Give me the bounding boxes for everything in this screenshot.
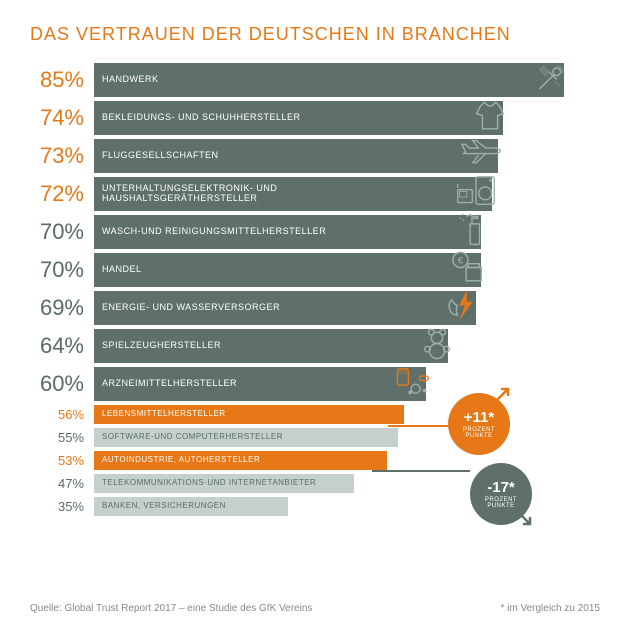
bar: BANKEN, VERSICHERUNGEN (94, 497, 288, 516)
chart-row: 55%SOFTWARE-UND COMPUTERHERSTELLER (30, 428, 600, 447)
chart-row: 74%BEKLEIDUNGS- UND SCHUHHERSTELLER (30, 101, 600, 135)
percentage-label: 53% (30, 453, 94, 468)
bar-label: HANDWERK (94, 75, 159, 85)
bar: ENERGIE- UND WASSERVERSORGER (94, 291, 476, 325)
bar: AUTOINDUSTRIE, AUTOHERSTELLER (94, 451, 387, 470)
percentage-label: 56% (30, 407, 94, 422)
bar: UNTERHALTUNGSELEKTRONIK- UND HAUSHALTSGE… (94, 177, 492, 211)
percentage-label: 60% (30, 371, 94, 397)
chart-title: DAS VERTRAUEN DER DEUTSCHEN IN BRANCHEN (30, 24, 600, 45)
bar-label: HANDEL (94, 265, 142, 275)
plane-icon (460, 135, 504, 178)
chart-row: 73%FLUGGESELLSCHAFTEN (30, 139, 600, 173)
bar-label: UNTERHALTUNGSELEKTRONIK- UND HAUSHALTSGE… (94, 184, 277, 204)
percentage-label: 47% (30, 476, 94, 491)
percentage-label: 73% (30, 143, 94, 169)
change-badge: +11* PROZENT PUNKTE (448, 393, 510, 455)
chart-row: 72%UNTERHALTUNGSELEKTRONIK- UND HAUSHALT… (30, 177, 600, 211)
toy-icon (420, 325, 454, 368)
percentage-label: 74% (30, 105, 94, 131)
appliance-icon (454, 173, 498, 216)
percentage-label: 64% (30, 333, 94, 359)
chart-row: 56%LEBENSMITTELHERSTELLER (30, 405, 600, 424)
connector-line (388, 425, 448, 427)
percentage-label: 35% (30, 499, 94, 514)
footnote-text: * im Vergleich zu 2015 (500, 603, 600, 614)
percentage-label: 70% (30, 219, 94, 245)
percentage-label: 70% (30, 257, 94, 283)
bar-label: AUTOINDUSTRIE, AUTOHERSTELLER (94, 456, 260, 465)
badge-unit: PROZENT PUNKTE (485, 497, 517, 509)
bar: TELEKOMMUNIKATIONS-UND INTERNETANBIETER (94, 474, 354, 493)
arrow-up-icon (494, 385, 512, 408)
bar: BEKLEIDUNGS- UND SCHUHHERSTELLER (94, 101, 503, 135)
tools-icon (532, 59, 570, 102)
chart-row: 64%SPIELZEUGHERSTELLER (30, 329, 600, 363)
footer: Quelle: Global Trust Report 2017 – eine … (30, 603, 600, 614)
percentage-label: 69% (30, 295, 94, 321)
arrow-down-icon (516, 510, 534, 533)
percentage-label: 72% (30, 181, 94, 207)
change-badge: -17* PROZENT PUNKTE (470, 463, 532, 525)
bar-label: SOFTWARE-UND COMPUTERHERSTELLER (94, 433, 283, 442)
bar-label: SPIELZEUGHERSTELLER (94, 341, 221, 351)
badge-value: -17* (487, 480, 515, 495)
euro-icon: € (449, 249, 487, 292)
svg-text:€: € (458, 256, 464, 267)
percentage-label: 85% (30, 67, 94, 93)
bar-label: LEBENSMITTELHERSTELLER (94, 410, 225, 419)
bar: SPIELZEUGHERSTELLER (94, 329, 448, 363)
source-text: Quelle: Global Trust Report 2017 – eine … (30, 603, 312, 614)
bar: SOFTWARE-UND COMPUTERHERSTELLER (94, 428, 398, 447)
bar-label: ENERGIE- UND WASSERVERSORGER (94, 303, 280, 313)
badge-unit: PROZENT PUNKTE (463, 427, 495, 439)
spray-icon (457, 211, 487, 254)
percentage-label: 55% (30, 430, 94, 445)
bar: FLUGGESELLSCHAFTEN (94, 139, 498, 173)
bar: ARZNEIMITTELHERSTELLER (94, 367, 426, 401)
bar: LEBENSMITTELHERSTELLER (94, 405, 404, 424)
bar-label: TELEKOMMUNIKATIONS-UND INTERNETANBIETER (94, 479, 316, 488)
bar: HANDEL € (94, 253, 481, 287)
bar: HANDWERK (94, 63, 564, 97)
energy-icon (444, 287, 482, 330)
chart-row: 70%WASCH-UND REINIGUNGSMITTELHERSTELLER (30, 215, 600, 249)
bar-label: BEKLEIDUNGS- UND SCHUHHERSTELLER (94, 113, 301, 123)
chart-row: 70%HANDEL € (30, 253, 600, 287)
bar: WASCH-UND REINIGUNGSMITTELHERSTELLER (94, 215, 481, 249)
pills-icon (392, 363, 432, 406)
shirt-icon (471, 97, 509, 140)
badge-value: +11* (464, 410, 494, 425)
bar-label: ARZNEIMITTELHERSTELLER (94, 379, 237, 389)
chart-row: 60%ARZNEIMITTELHERSTELLER (30, 367, 600, 401)
chart-row: 85%HANDWERK (30, 63, 600, 97)
chart-row: 69%ENERGIE- UND WASSERVERSORGER (30, 291, 600, 325)
bar-chart: 85%HANDWERK 74%BEKLEIDUNGS- UND SCHUHHERS… (30, 63, 600, 516)
bar-label: FLUGGESELLSCHAFTEN (94, 151, 219, 161)
connector-line (372, 470, 470, 472)
bar-label: BANKEN, VERSICHERUNGEN (94, 502, 226, 511)
bar-label: WASCH-UND REINIGUNGSMITTELHERSTELLER (94, 227, 326, 237)
